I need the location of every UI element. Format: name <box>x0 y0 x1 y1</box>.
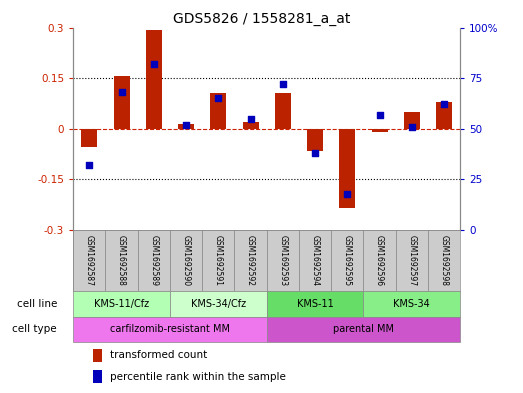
Bar <box>138 230 170 292</box>
Bar <box>331 230 363 292</box>
Bar <box>93 349 103 362</box>
Text: KMS-34/Cfz: KMS-34/Cfz <box>191 299 246 309</box>
Bar <box>81 129 97 147</box>
Bar <box>339 129 356 208</box>
Bar <box>210 93 226 129</box>
Text: GDS5826 / 1558281_a_at: GDS5826 / 1558281_a_at <box>173 11 350 26</box>
Text: cell line: cell line <box>17 299 57 309</box>
Bar <box>73 230 106 292</box>
Point <box>246 116 255 122</box>
Point <box>376 112 384 118</box>
Point <box>311 150 319 156</box>
Bar <box>267 230 299 292</box>
Text: GSM1692594: GSM1692594 <box>311 235 320 286</box>
Point <box>440 101 448 108</box>
Bar <box>396 230 428 292</box>
Text: parental MM: parental MM <box>333 324 394 334</box>
Bar <box>202 230 234 292</box>
Bar <box>267 317 460 342</box>
Bar <box>428 230 460 292</box>
Bar <box>363 292 460 317</box>
Text: KMS-11: KMS-11 <box>297 299 334 309</box>
Point <box>182 121 190 128</box>
Bar <box>267 292 363 317</box>
Bar <box>371 129 388 132</box>
Bar <box>93 370 103 384</box>
Text: GSM1692588: GSM1692588 <box>117 235 126 286</box>
Bar <box>299 230 331 292</box>
Text: GSM1692596: GSM1692596 <box>375 235 384 286</box>
Text: GSM1692598: GSM1692598 <box>440 235 449 286</box>
Bar <box>170 230 202 292</box>
Bar <box>106 230 138 292</box>
Point <box>117 89 126 95</box>
Text: KMS-11/Cfz: KMS-11/Cfz <box>94 299 149 309</box>
Text: GSM1692595: GSM1692595 <box>343 235 352 286</box>
Bar <box>170 292 267 317</box>
Text: GSM1692589: GSM1692589 <box>150 235 158 286</box>
Text: KMS-34: KMS-34 <box>393 299 430 309</box>
Bar <box>113 77 130 129</box>
Text: GSM1692591: GSM1692591 <box>214 235 223 286</box>
Bar <box>404 112 420 129</box>
Bar <box>307 129 323 151</box>
Bar <box>234 230 267 292</box>
Text: GSM1692597: GSM1692597 <box>407 235 416 286</box>
Point <box>279 81 287 87</box>
Text: cell type: cell type <box>13 324 57 334</box>
Text: carfilzomib-resistant MM: carfilzomib-resistant MM <box>110 324 230 334</box>
Point <box>408 123 416 130</box>
Bar <box>275 93 291 129</box>
Point <box>214 95 223 101</box>
Bar <box>363 230 396 292</box>
Text: GSM1692593: GSM1692593 <box>278 235 287 286</box>
Point <box>343 190 351 196</box>
Text: transformed count: transformed count <box>110 350 207 360</box>
Text: GSM1692592: GSM1692592 <box>246 235 255 286</box>
Text: percentile rank within the sample: percentile rank within the sample <box>110 372 286 382</box>
Text: GSM1692587: GSM1692587 <box>85 235 94 286</box>
Bar <box>146 30 162 129</box>
Bar <box>243 122 259 129</box>
Bar <box>436 102 452 129</box>
Bar <box>178 124 194 129</box>
Bar <box>73 317 267 342</box>
Point <box>150 61 158 67</box>
Text: GSM1692590: GSM1692590 <box>181 235 190 286</box>
Point <box>85 162 94 168</box>
Bar <box>73 292 170 317</box>
